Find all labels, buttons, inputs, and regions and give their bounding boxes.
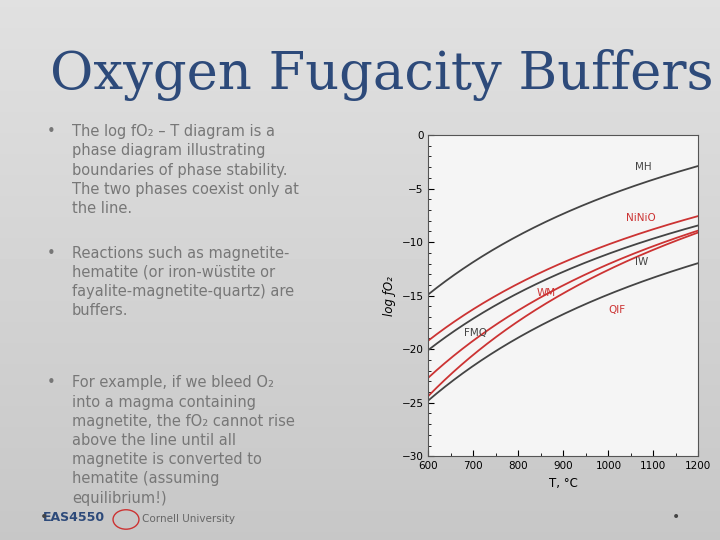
Text: •: • <box>47 246 55 261</box>
Text: MH: MH <box>635 163 652 172</box>
Text: QIF: QIF <box>608 305 626 315</box>
Text: EAS4550: EAS4550 <box>43 511 105 524</box>
Text: Reactions such as magnetite-
hematite (or iron-wüstite or
fayalite-magnetite-qua: Reactions such as magnetite- hematite (o… <box>72 246 294 318</box>
Text: IW: IW <box>635 256 649 267</box>
Text: Cornell University: Cornell University <box>142 514 235 524</box>
Text: For example, if we bleed O₂
into a magma containing
magnetite, the fO₂ cannot ri: For example, if we bleed O₂ into a magma… <box>72 375 295 505</box>
Text: WM: WM <box>536 288 556 298</box>
Text: •: • <box>40 510 48 524</box>
Text: FMQ: FMQ <box>464 328 487 339</box>
Text: •: • <box>672 510 680 524</box>
Text: •: • <box>47 124 55 139</box>
Text: The log fO₂ – T diagram is a
phase diagram illustrating
boundaries of phase stab: The log fO₂ – T diagram is a phase diagr… <box>72 124 299 216</box>
Y-axis label: log ƒO₂: log ƒO₂ <box>383 276 396 315</box>
Text: NiNiO: NiNiO <box>626 213 656 223</box>
Text: Oxygen Fugacity Buffers: Oxygen Fugacity Buffers <box>50 49 714 100</box>
Text: •: • <box>47 375 55 390</box>
X-axis label: T, °C: T, °C <box>549 477 578 490</box>
